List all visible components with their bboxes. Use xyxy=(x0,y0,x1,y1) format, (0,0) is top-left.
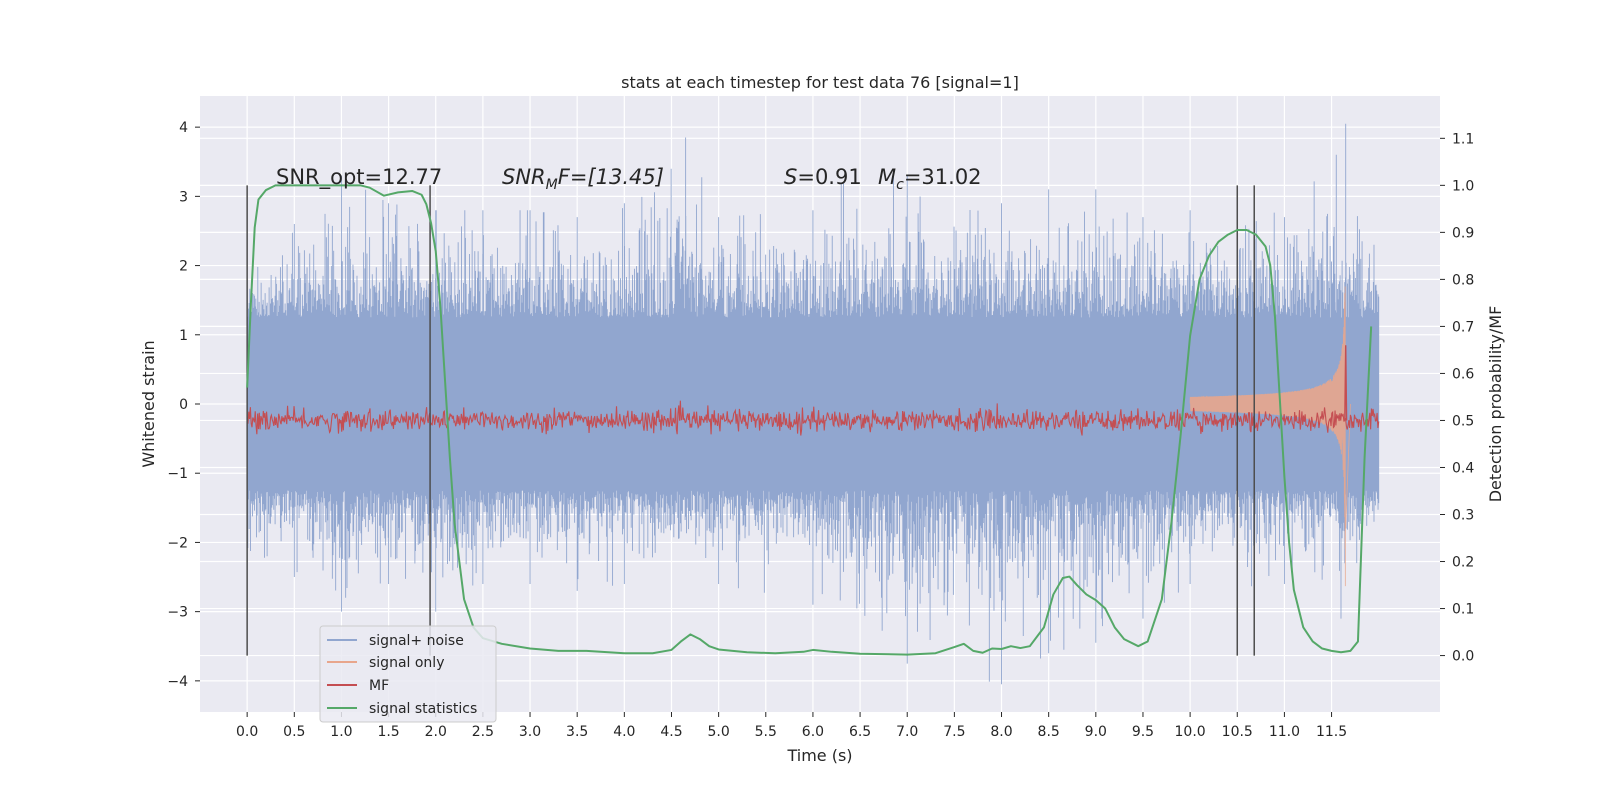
x-tick-label-3: 1.5 xyxy=(377,724,399,740)
y-tick-label-right-11: 1.1 xyxy=(1452,131,1474,147)
x-tick-label-5: 2.5 xyxy=(472,724,494,740)
x-tick-label-22: 11.0 xyxy=(1269,724,1300,740)
x-tick-label-18: 9.0 xyxy=(1085,724,1107,740)
x-tick-label-21: 10.5 xyxy=(1222,724,1253,740)
x-tick-label-20: 10.0 xyxy=(1175,724,1206,740)
y-tick-label-right-0: 0.0 xyxy=(1452,649,1474,665)
x-tick-label-6: 3.0 xyxy=(519,724,541,740)
x-tick-label-19: 9.5 xyxy=(1132,724,1154,740)
annotation-snr-opt: SNR_opt=12.77 xyxy=(276,165,442,190)
y-tick-label-right-3: 0.3 xyxy=(1452,508,1474,524)
x-tick-label-14: 7.0 xyxy=(896,724,918,740)
y-ticks-right: 0.0 0.1 0.2 0.3 0.4 0.5 0.6 0.7 0.8 0.9 1.0 1.1 xyxy=(1440,131,1474,665)
legend-label-mf: MF xyxy=(369,678,389,694)
x-tick-label-17: 8.5 xyxy=(1038,724,1060,740)
chart-title: stats at each timestep for test data 76 … xyxy=(621,73,1019,92)
x-tick-label-9: 4.5 xyxy=(660,724,682,740)
y-tick-label-3: −1 xyxy=(167,466,188,482)
y-tick-label-right-7: 0.7 xyxy=(1452,319,1474,335)
data-layer xyxy=(246,123,1380,685)
vertical-markers xyxy=(246,185,1255,656)
signal-statistics-layer xyxy=(246,184,1373,656)
legend-label-signal-statistics: signal statistics xyxy=(369,701,477,717)
mf-spike xyxy=(1344,345,1348,421)
mf-line xyxy=(246,400,1380,436)
legend-box xyxy=(319,625,497,723)
x-tick-label-7: 3.5 xyxy=(566,724,588,740)
x-tick-label-11: 5.5 xyxy=(755,724,777,740)
y-tick-label-right-2: 0.2 xyxy=(1452,555,1474,571)
x-tick-label-8: 4.0 xyxy=(613,724,635,740)
y-axis-label-right: Detection probability/MF xyxy=(1486,306,1505,503)
y-tick-label-1: −3 xyxy=(167,605,188,621)
y-tick-label-5: 1 xyxy=(179,328,188,344)
y-tick-label-right-1: 0.1 xyxy=(1452,602,1474,618)
x-tick-label-4: 2.0 xyxy=(425,724,447,740)
y-tick-label-6: 2 xyxy=(179,259,188,275)
y-tick-label-4: 0 xyxy=(179,397,188,413)
x-tick-label-15: 7.5 xyxy=(943,724,965,740)
annotation-snr-mf: SNRMF=[13.45] xyxy=(502,165,664,193)
x-tick-label-1: 0.5 xyxy=(283,724,305,740)
y-tick-label-2: −2 xyxy=(167,535,188,551)
y-ticks: −4 −3 −2 −1 0 1 2 3 4 xyxy=(167,120,200,690)
x-tick-label-23: 11.5 xyxy=(1316,724,1347,740)
x-tick-label-13: 6.5 xyxy=(849,724,871,740)
y-tick-label-8: 4 xyxy=(179,120,188,136)
y-tick-label-7: 3 xyxy=(179,189,188,205)
x-tick-label-2: 1.0 xyxy=(330,724,352,740)
y-tick-label-right-10: 1.0 xyxy=(1452,178,1474,194)
x-tick-label-12: 6.0 xyxy=(802,724,824,740)
x-ticks: 0.0 0.5 1.0 1.5 2.0 2.5 3.0 3.5 4.0 4.5 5.0 5.5 6.0 6… xyxy=(236,712,1347,740)
y-tick-label-right-8: 0.8 xyxy=(1452,272,1474,288)
legend: signal+ noise signal only MF signal stat… xyxy=(319,625,497,723)
y-tick-label-right-4: 0.4 xyxy=(1452,460,1474,476)
x-tick-label-16: 8.0 xyxy=(990,724,1012,740)
signal-statistics-line xyxy=(246,184,1373,656)
y-tick-label-right-5: 0.5 xyxy=(1452,413,1474,429)
y-tick-label-0: −4 xyxy=(167,674,188,690)
annotation-s: S=0.91 xyxy=(784,165,862,189)
x-axis-label: Time (s) xyxy=(786,746,852,765)
legend-label-signal-noise: signal+ noise xyxy=(369,633,464,649)
legend-label-signal-only: signal only xyxy=(369,655,444,671)
signal-only-line xyxy=(1189,286,1351,587)
annotation-mc: Mc=31.02 xyxy=(878,165,982,193)
y-axis-label: Whitened strain xyxy=(139,340,158,467)
x-tick-label-0: 0.0 xyxy=(236,724,258,740)
y-tick-label-right-6: 0.6 xyxy=(1452,366,1474,382)
y-tick-label-right-9: 0.9 xyxy=(1452,225,1474,241)
x-tick-label-10: 5.0 xyxy=(707,724,729,740)
